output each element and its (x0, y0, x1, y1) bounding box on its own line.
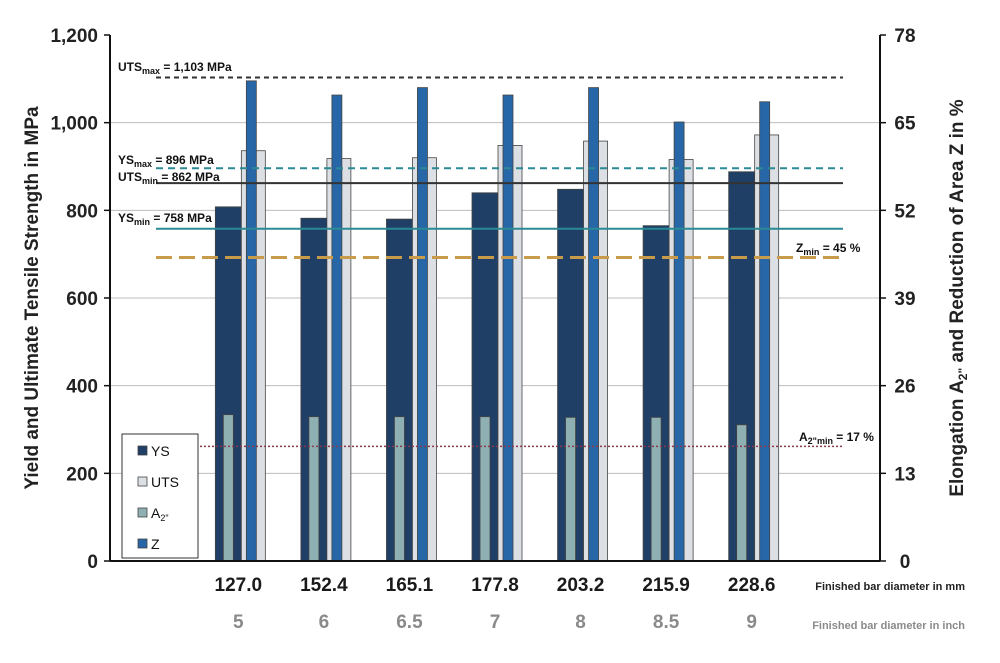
bar-z (759, 101, 771, 562)
y-tick-label: 600 (66, 289, 98, 310)
legend-swatch (137, 476, 148, 487)
x-tick-label-mm: 177.8 (471, 575, 519, 596)
y-tick-label: 1,000 (50, 114, 98, 135)
y2-tick-label: 65 (894, 114, 916, 135)
x-tick-label-inch: 8 (575, 612, 586, 633)
y2-tick-label: 78 (894, 26, 915, 47)
bar-z (331, 94, 343, 562)
bar-a2 (650, 416, 662, 562)
legend-swatch (137, 507, 148, 518)
legend-box (121, 433, 199, 559)
x-tick-label-inch: 6 (319, 612, 330, 633)
x-tick-label-mm: 228.6 (728, 575, 776, 596)
bar-z (245, 80, 257, 562)
reference-line-label: UTSmax = 1,103 MPa (118, 60, 232, 76)
legend: YS UTS A2" Z (121, 433, 199, 559)
bar-a2 (479, 416, 491, 562)
x-axis-title-mm: Finished bar diameter in mm (815, 581, 965, 593)
legend-label: Z (151, 536, 160, 552)
legend-label: A2" (151, 505, 169, 523)
x-axis-title-inch: Finished bar diameter in inch (812, 620, 965, 632)
bar-z (417, 87, 428, 562)
bar-a2 (736, 424, 748, 562)
y-axis-title: Yield and Ultimate Tensile Strength in M… (22, 106, 43, 490)
x-tick-label-mm: 152.4 (300, 575, 348, 596)
legend-label: YS (151, 443, 170, 459)
x-tick-label-mm: 165.1 (386, 575, 434, 596)
bar-z (502, 94, 514, 562)
x-tick-label-inch: 5 (233, 612, 244, 633)
reference-line-label: A2"min = 17 % (799, 430, 874, 446)
reference-line-label: Zmin = 45 % (796, 241, 861, 257)
bar-z (588, 87, 599, 562)
y2-tick-label: 52 (894, 201, 915, 222)
x-tick-label-inch: 6.5 (396, 612, 423, 633)
reference-line-label: YSmax = 896 MPa (118, 153, 214, 169)
y-tick-label: 0 (87, 552, 98, 573)
y-tick-label: 800 (66, 201, 98, 222)
y2-tick-label: 0 (900, 552, 911, 573)
reference-line-label: YSmin = 758 MPa (118, 211, 212, 227)
x-tick-label-inch: 8.5 (653, 612, 680, 633)
y-tick-label: 1,200 (50, 26, 98, 47)
bar-a2 (308, 416, 320, 562)
legend-label: UTS (151, 474, 179, 490)
y2-tick-label: 26 (894, 377, 915, 398)
reference-line-label: UTSmin = 862 MPa (118, 170, 220, 186)
x-tick-label-mm: 203.2 (557, 575, 605, 596)
legend-swatch (137, 445, 148, 456)
x-tick-label-inch: 7 (490, 612, 501, 633)
bar-a2 (222, 414, 234, 562)
legend-swatch (137, 538, 148, 549)
y-tick-label: 200 (66, 464, 98, 485)
x-tick-label-mm: 127.0 (215, 575, 263, 596)
x-tick-label-mm: 215.9 (642, 575, 690, 596)
bar-a2 (565, 416, 576, 562)
bar-a2 (394, 416, 405, 562)
y2-tick-label: 13 (894, 464, 915, 485)
x-tick-label-inch: 9 (746, 612, 757, 633)
bar-z (673, 121, 685, 562)
y2-tick-label: 39 (894, 289, 915, 310)
y-tick-label: 400 (66, 377, 98, 398)
y2-axis-title: Elongation A2" and Reduction of Area Z i… (947, 99, 970, 496)
